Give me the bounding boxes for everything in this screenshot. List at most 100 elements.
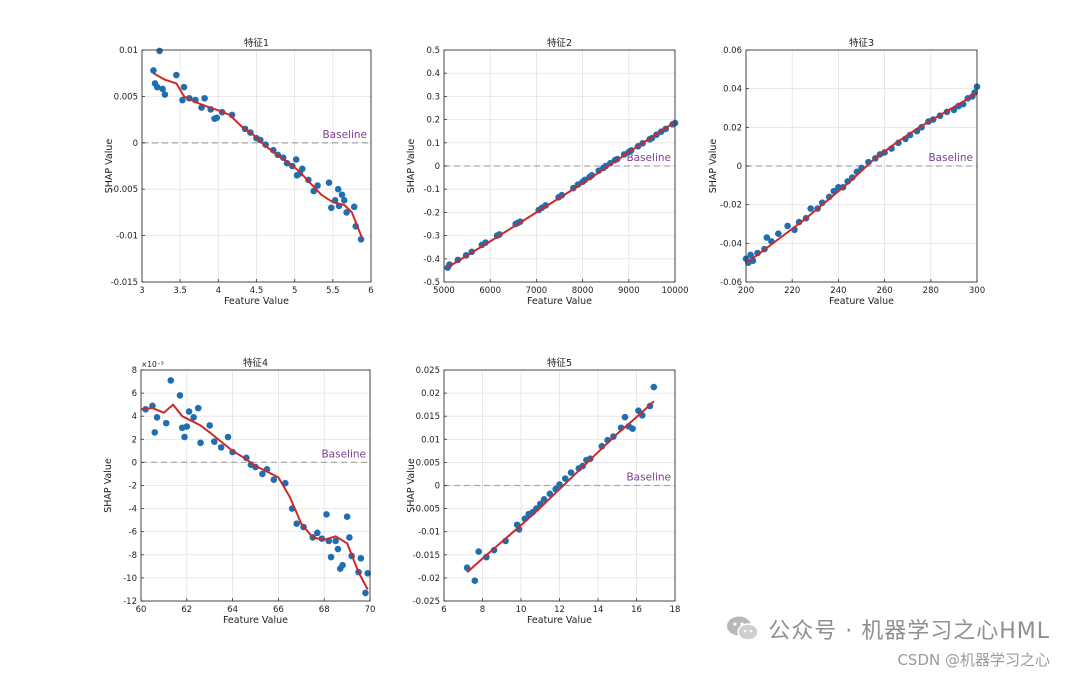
data-point bbox=[471, 577, 479, 584]
y-axis-label: SHAP Value bbox=[708, 139, 719, 194]
data-point bbox=[162, 419, 170, 427]
y-tick-label: -0.01 bbox=[116, 232, 138, 242]
data-point bbox=[323, 511, 330, 518]
y-tick-label: 6 bbox=[132, 389, 137, 399]
x-tick-label: 240 bbox=[830, 286, 846, 296]
data-point bbox=[350, 203, 358, 211]
y-tick-label: 0 bbox=[435, 162, 440, 172]
exponent-label: ×10⁻³ bbox=[141, 360, 164, 369]
data-point bbox=[314, 182, 321, 189]
data-point bbox=[259, 470, 266, 478]
x-tick-label: 66 bbox=[273, 605, 284, 615]
x-tick-label: 6000 bbox=[479, 286, 501, 296]
data-point bbox=[179, 96, 186, 104]
x-tick-label: 8000 bbox=[572, 286, 594, 296]
chart-title: 特征2 bbox=[547, 37, 572, 49]
y-axis-label: SHAP Value bbox=[104, 139, 115, 194]
baseline-label: Baseline bbox=[928, 152, 973, 164]
chart-title: 特征3 bbox=[849, 37, 874, 49]
data-point bbox=[181, 433, 188, 441]
data-point bbox=[463, 564, 471, 572]
y-axis-label: SHAP Value bbox=[103, 458, 114, 513]
x-tick-label: 9000 bbox=[618, 286, 640, 296]
y-tick-label: 0.015 bbox=[416, 412, 440, 422]
x-tick-label: 3 bbox=[139, 286, 144, 296]
y-tick-label: 8 bbox=[132, 366, 137, 376]
data-point bbox=[217, 444, 225, 451]
y-tick-label: 0.3 bbox=[426, 92, 440, 102]
data-point bbox=[325, 179, 333, 187]
x-tick-label: 260 bbox=[876, 286, 892, 296]
baseline-label: Baseline bbox=[321, 448, 366, 460]
x-tick-label: 4.5 bbox=[250, 286, 264, 296]
y-tick-label: 0 bbox=[133, 139, 138, 149]
x-tick-label: 300 bbox=[969, 286, 985, 296]
x-tick-label: 14 bbox=[593, 605, 604, 615]
x-tick-label: 18 bbox=[670, 605, 681, 615]
y-tick-label: -0.005 bbox=[413, 505, 440, 515]
data-point bbox=[293, 520, 301, 527]
data-point bbox=[556, 481, 563, 488]
data-point bbox=[540, 496, 548, 503]
data-point bbox=[153, 83, 161, 91]
x-tick-label: 64 bbox=[227, 605, 238, 615]
data-point bbox=[299, 165, 306, 173]
y-tick-label: 4 bbox=[132, 412, 137, 422]
y-tick-label: 0 bbox=[435, 482, 440, 492]
watermark-main-text: 公众号 · 机器学习之心HML bbox=[768, 619, 1050, 644]
data-point bbox=[334, 545, 342, 553]
y-tick-label: -12 bbox=[123, 597, 137, 607]
data-point bbox=[339, 561, 346, 569]
data-point bbox=[173, 71, 180, 79]
y-axis-label: SHAP Value bbox=[406, 139, 417, 194]
x-tick-label: 5.5 bbox=[326, 286, 340, 296]
data-point bbox=[346, 534, 353, 541]
x-tick-label: 6 bbox=[441, 605, 446, 615]
data-point bbox=[206, 422, 213, 429]
fit-curve bbox=[140, 403, 369, 590]
data-point bbox=[270, 476, 278, 484]
data-point bbox=[180, 83, 188, 91]
chart-title: 特征4 bbox=[243, 357, 268, 369]
y-axis-label: SHAP Value bbox=[406, 458, 417, 513]
data-point bbox=[475, 548, 482, 555]
y-tick-label: -0.015 bbox=[413, 551, 440, 561]
data-point bbox=[161, 91, 169, 98]
data-point bbox=[848, 174, 856, 181]
data-point bbox=[561, 475, 569, 482]
data-point bbox=[490, 546, 498, 554]
data-point bbox=[650, 383, 658, 391]
x-tick-label: 12 bbox=[554, 605, 565, 615]
x-axis-label: Feature Value bbox=[223, 615, 288, 626]
x-tick-label: 6 bbox=[368, 286, 373, 296]
y-tick-label: 0.005 bbox=[416, 458, 440, 468]
baseline-label: Baseline bbox=[626, 472, 671, 484]
baseline-label: Baseline bbox=[322, 129, 367, 141]
x-tick-label: 7000 bbox=[526, 286, 548, 296]
x-axis-label: Feature Value bbox=[829, 296, 894, 307]
y-tick-label: -4 bbox=[129, 505, 137, 515]
watermark: 公众号 · 机器学习之心HML bbox=[726, 613, 1050, 645]
y-tick-label: -0.4 bbox=[423, 255, 440, 265]
x-tick-label: 10000 bbox=[661, 286, 688, 296]
data-point bbox=[775, 230, 782, 237]
fit-curve bbox=[445, 121, 676, 269]
y-tick-label: 0.01 bbox=[119, 46, 138, 56]
y-tick-label: -0.015 bbox=[111, 278, 138, 288]
data-point bbox=[343, 513, 351, 520]
data-point bbox=[183, 423, 191, 430]
y-tick-label: -0.1 bbox=[423, 185, 440, 195]
data-point bbox=[334, 185, 342, 193]
data-point bbox=[197, 439, 204, 447]
data-point bbox=[747, 251, 754, 259]
y-tick-label: 0.01 bbox=[421, 435, 440, 445]
y-tick-label: 0.06 bbox=[723, 46, 742, 56]
y-tick-label: -0.02 bbox=[720, 201, 742, 211]
y-tick-label: -0.5 bbox=[423, 278, 440, 288]
x-tick-label: 280 bbox=[923, 286, 939, 296]
x-tick-label: 3.5 bbox=[173, 286, 187, 296]
y-tick-label: 0.04 bbox=[723, 85, 742, 95]
data-point bbox=[807, 205, 814, 212]
data-point bbox=[629, 425, 636, 432]
